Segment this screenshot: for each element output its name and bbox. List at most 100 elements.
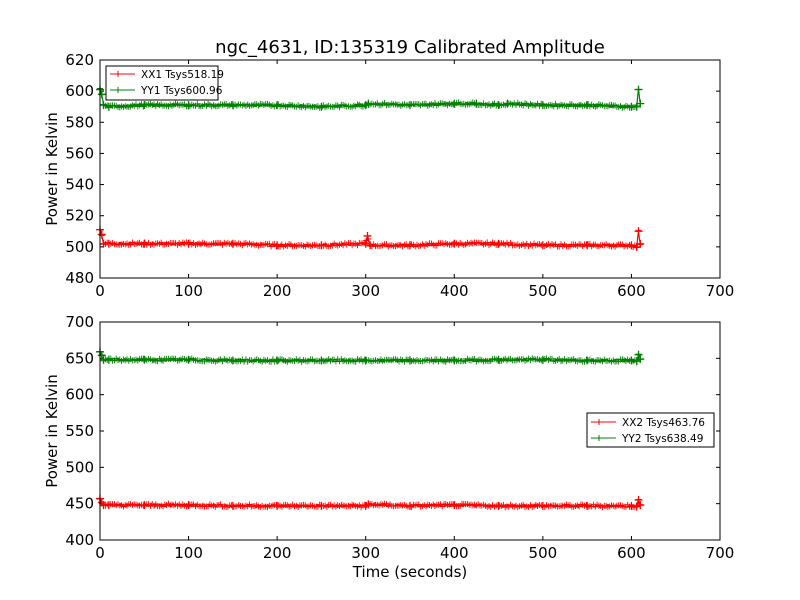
- data-point: [636, 239, 645, 248]
- data-point: [583, 101, 592, 110]
- legend-label-xx1: XX1 Tsys518.19: [141, 69, 224, 81]
- data-point: [472, 99, 481, 108]
- data-point: [636, 99, 645, 108]
- data-point: [406, 501, 414, 510]
- legend-box: [105, 65, 219, 101]
- data-point: [273, 101, 282, 110]
- data-point: [317, 501, 326, 510]
- x-axis-label: Time (seconds): [352, 563, 468, 581]
- data-point: [494, 355, 503, 364]
- y-tick-label: 540: [65, 176, 94, 194]
- data-point: [627, 501, 636, 510]
- data-point: [627, 241, 636, 250]
- data-point: [627, 356, 636, 365]
- data-point: [228, 101, 237, 110]
- data-point: [366, 241, 375, 250]
- data-point: [140, 101, 149, 110]
- data-point: [273, 241, 282, 250]
- data-point: [538, 355, 547, 364]
- data-point: [273, 501, 282, 510]
- y-tick-label: 600: [65, 82, 94, 100]
- data-point: [97, 351, 106, 360]
- x-tick-label: 200: [263, 282, 292, 300]
- data-point: [361, 239, 370, 248]
- x-tick-label: 400: [440, 544, 469, 562]
- top-panel: ngc_4631, ID:135319 Calibrated Amplitude…: [43, 37, 734, 300]
- series-layer: [96, 347, 645, 511]
- data-point: [228, 501, 237, 510]
- plot-frame: [99, 321, 721, 541]
- x-tick-label: 700: [706, 544, 735, 562]
- tick-labels: 0 100 200 300 400 500 600 700 400 450 500 550 600 650…: [65, 313, 734, 562]
- data-point: [632, 502, 641, 511]
- data-point: [494, 239, 503, 248]
- data-point: [104, 355, 113, 364]
- data-point: [361, 356, 370, 365]
- data-point: [140, 501, 149, 510]
- data-point: [406, 241, 414, 250]
- data-point: [634, 496, 643, 505]
- data-point: [228, 239, 237, 248]
- x-tick-label: 700: [706, 282, 735, 300]
- x-tick-label: 500: [529, 544, 558, 562]
- data-point: [583, 501, 592, 510]
- data-point: [583, 356, 592, 365]
- data-point: [538, 101, 547, 110]
- data-point: [97, 230, 106, 239]
- x-tick-label: 100: [174, 282, 203, 300]
- legend: XX2 Tsys463.76 YY2 Tsys638.49: [586, 412, 715, 448]
- data-point: [494, 501, 503, 510]
- data-point: [104, 501, 113, 510]
- x-tick-label: 600: [617, 544, 646, 562]
- data-point: [228, 356, 237, 365]
- tick-labels: 0 100 200 300 400 500 600 700 480 500 520 540 560 580…: [65, 51, 734, 300]
- y-tick-label: 700: [65, 313, 94, 331]
- y-tick-label: 550: [65, 422, 94, 440]
- y-tick-label: 480: [65, 269, 94, 287]
- x-tick-label: 600: [617, 282, 646, 300]
- data-point: [184, 501, 193, 510]
- data-point: [317, 102, 326, 111]
- y-axis-label: Power in Kelvin: [43, 112, 61, 226]
- data-point: [494, 101, 503, 110]
- y-tick-label: 580: [65, 113, 94, 131]
- data-point: [317, 356, 326, 365]
- legend: XX1 Tsys518.19 YY1 Tsys600.96: [105, 65, 224, 101]
- data-point: [364, 99, 373, 108]
- data-point: [450, 239, 459, 248]
- data-point: [104, 102, 113, 111]
- data-point: [364, 500, 373, 509]
- y-tick-label: 520: [65, 207, 94, 225]
- x-tick-label: 300: [351, 282, 380, 300]
- data-point: [97, 90, 106, 99]
- x-tick-label: 0: [95, 282, 105, 300]
- data-point: [406, 101, 414, 110]
- data-point: [636, 355, 645, 364]
- data-point: [538, 241, 547, 250]
- y-tick-label: 600: [65, 386, 94, 404]
- chart-title: ngc_4631, ID:135319 Calibrated Amplitude: [215, 37, 605, 58]
- x-tick-label: 200: [263, 544, 292, 562]
- legend-box: [586, 412, 715, 448]
- data-point: [450, 99, 459, 108]
- x-tick-label: 100: [174, 544, 203, 562]
- data-point: [99, 101, 108, 110]
- x-tick-label: 500: [529, 282, 558, 300]
- data-point: [363, 231, 372, 240]
- data-point: [184, 355, 193, 364]
- y-tick-label: 560: [65, 144, 94, 162]
- data-point: [634, 227, 643, 236]
- y-tick-label: 400: [65, 531, 94, 549]
- series-layer: [96, 85, 645, 251]
- data-point: [634, 85, 643, 94]
- data-point: [634, 350, 643, 359]
- y-tick-label: 500: [65, 458, 94, 476]
- plot-frame: [99, 59, 721, 279]
- x-tick-label: 0: [95, 544, 105, 562]
- data-point: [140, 355, 149, 364]
- y-tick-label: 450: [65, 495, 94, 513]
- data-point: [503, 99, 512, 108]
- data-point: [450, 501, 459, 510]
- data-point: [140, 239, 149, 248]
